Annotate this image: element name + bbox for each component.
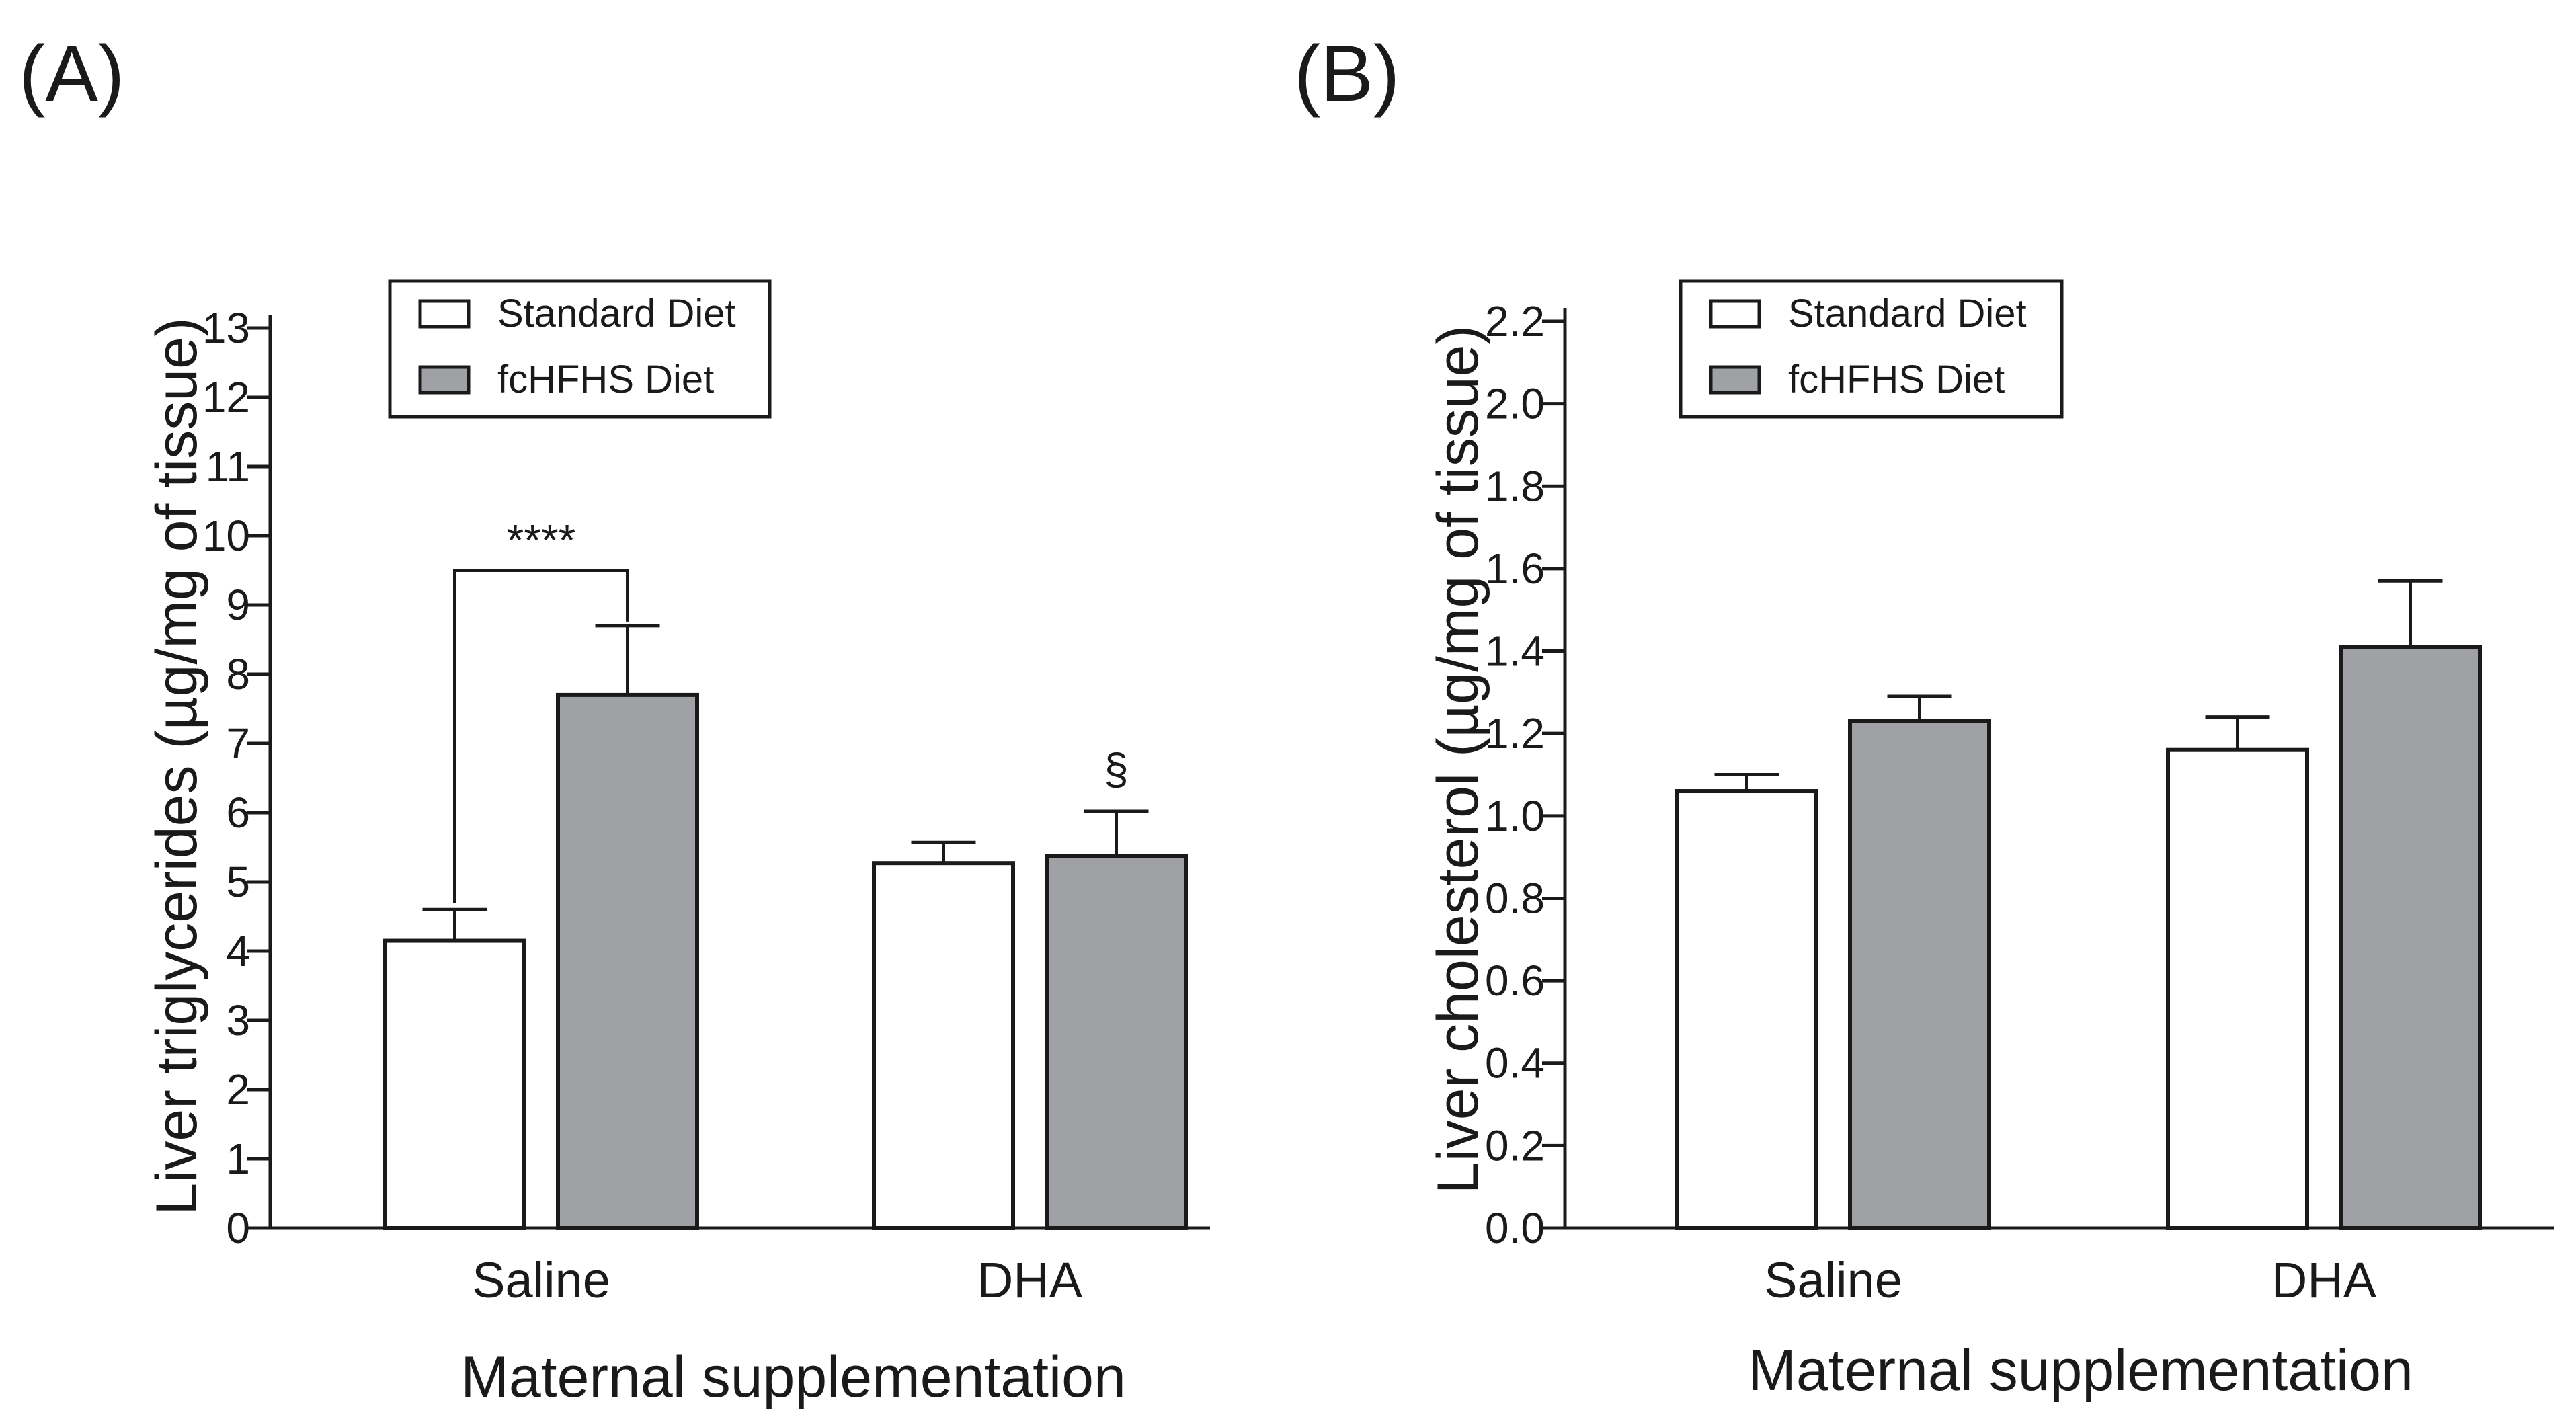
x-category-label-a: DHA bbox=[977, 1252, 1083, 1308]
legend-swatch-standard-a bbox=[418, 299, 471, 329]
y-tick-label-a: 10 bbox=[202, 512, 250, 560]
legend-b: Standard Diet fcHFHS Diet bbox=[1679, 279, 2064, 419]
legend-swatch-fchfhs-a bbox=[418, 365, 471, 395]
y-tick-label-b: 0.0 bbox=[1485, 1204, 1545, 1252]
x-category-label-b: Saline bbox=[1764, 1252, 1902, 1308]
y-tick-label-a: 7 bbox=[226, 719, 250, 768]
legend-label-fchfhs-a: fcHFHS Diet bbox=[497, 358, 714, 401]
y-axis-title-b: Liver cholesterol (µg/mg of tissue) bbox=[1426, 325, 1490, 1194]
chart-panel-a: (A) Liver triglycerides (µg/mg of tissue… bbox=[19, 30, 1210, 1410]
y-tick-label-b: 2.0 bbox=[1485, 380, 1545, 428]
y-tick-label-b: 1.6 bbox=[1485, 544, 1545, 593]
y-tick-label-b: 2.2 bbox=[1485, 297, 1545, 345]
y-tick-label-a: 3 bbox=[226, 996, 250, 1045]
panel-label-b: (B) bbox=[1294, 30, 1400, 118]
y-tick-label-b: 0.2 bbox=[1485, 1121, 1545, 1170]
y-tick-label-a: 6 bbox=[226, 788, 250, 837]
x-axis-title-a: Maternal supplementation bbox=[460, 1345, 1126, 1410]
bar-dha-fchfhs-b bbox=[2339, 645, 2482, 1230]
y-tick-label-a: 11 bbox=[206, 442, 250, 491]
legend-label-standard-b: Standard Diet bbox=[1788, 292, 2027, 335]
legend-swatch-standard-b bbox=[1709, 299, 1761, 329]
y-tick-label-a: 1 bbox=[226, 1135, 250, 1183]
panel-label-a: (A) bbox=[19, 30, 124, 118]
legend-label-standard-a: Standard Diet bbox=[497, 292, 736, 335]
y-tick-label-b: 1.8 bbox=[1485, 462, 1545, 510]
legend-label-fchfhs-b: fcHFHS Diet bbox=[1788, 358, 2005, 401]
y-tick-label-a: 0 bbox=[226, 1204, 250, 1252]
y-tick-label-a: 9 bbox=[226, 581, 250, 629]
y-tick-label-b: 1.2 bbox=[1485, 709, 1545, 758]
y-tick-label-a: 12 bbox=[202, 373, 250, 421]
y-tick-label-b: 1.4 bbox=[1485, 627, 1545, 676]
y-tick-label-a: 4 bbox=[226, 927, 250, 975]
bar-saline-fchfhs-a bbox=[556, 692, 699, 1230]
legend-a: Standard Diet fcHFHS Diet bbox=[388, 279, 772, 419]
bar-dha-standard-b bbox=[2166, 747, 2309, 1230]
y-tick-label-b: 0.8 bbox=[1485, 874, 1545, 922]
x-axis-title-b: Maternal supplementation bbox=[1748, 1338, 2413, 1403]
bar-saline-standard-b bbox=[1675, 789, 1818, 1230]
significance-label-a: **** bbox=[507, 516, 576, 565]
x-category-label-b: DHA bbox=[2271, 1252, 2377, 1308]
y-tick-label-a: 8 bbox=[226, 650, 250, 698]
legend-swatch-fchfhs-b bbox=[1709, 365, 1761, 395]
y-axis-title-a: Liver triglycerides (µg/mg of tissue) bbox=[145, 317, 209, 1215]
y-tick-label-b: 0.4 bbox=[1485, 1039, 1545, 1088]
annotation-label-a: § bbox=[1104, 744, 1129, 794]
y-tick-label-b: 1.0 bbox=[1485, 792, 1545, 840]
y-tick-label-a: 5 bbox=[226, 858, 250, 906]
plot-area-b: 0.0 0.2 0.4 0.6 0.8 1.0 1.2 1.4 1.6 1.8 2.0 2.2 Sali… bbox=[1485, 297, 2554, 1308]
y-tick-label-a: 13 bbox=[202, 304, 250, 352]
x-category-label-a: Saline bbox=[472, 1252, 610, 1308]
significance-bracket-a bbox=[453, 569, 629, 903]
y-tick-label-b: 0.6 bbox=[1485, 956, 1545, 1005]
bar-dha-fchfhs-a bbox=[1045, 854, 1188, 1230]
y-tick-label-a: 2 bbox=[226, 1065, 250, 1114]
chart-panel-b: (B) Liver cholesterol (µg/mg of tissue) … bbox=[1294, 30, 2554, 1403]
bar-saline-fchfhs-b bbox=[1848, 719, 1991, 1230]
bar-saline-standard-a bbox=[383, 938, 526, 1231]
bar-dha-standard-a bbox=[872, 861, 1015, 1230]
